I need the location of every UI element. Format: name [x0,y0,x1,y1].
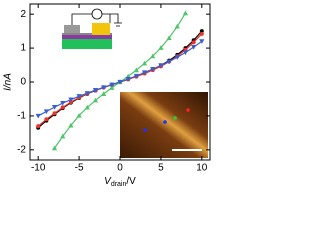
y-tick-label: 2 [20,9,26,20]
point [109,82,115,88]
point [44,117,49,122]
point [182,10,189,16]
point [76,94,82,99]
point [174,23,180,29]
point [125,76,131,82]
schematic [62,8,122,49]
point [109,85,115,90]
point [92,88,99,93]
point [52,111,57,116]
point [158,63,164,68]
point [150,53,156,59]
x-tick-label: -10 [31,163,46,174]
point [150,67,156,72]
y-tick-label: -1 [17,111,26,122]
x-tick-label: -5 [75,163,84,174]
point [174,55,180,60]
point [60,105,65,110]
y-tick-label: 0 [20,77,26,88]
point [35,113,41,119]
point [182,50,189,56]
point [191,44,197,50]
point [36,124,41,129]
afm-image [120,92,208,158]
y-tick-label: 1 [20,43,26,54]
point [117,79,123,85]
point [141,60,148,66]
point [51,145,58,151]
x-tick-label: 5 [158,163,164,174]
point [199,39,205,44]
point [60,133,66,139]
point [68,97,74,103]
point [191,40,196,45]
point [101,85,107,91]
x-label-sub: drain [111,181,127,188]
point [84,91,90,96]
point [84,104,90,110]
plot-area [35,8,208,158]
x-tick-label: 0 [117,163,123,174]
point [141,70,148,76]
point [133,67,139,73]
point [92,97,99,103]
point [101,91,107,96]
x-axis-label: Vdrain/V [104,176,136,188]
point [166,35,172,40]
point [51,105,58,110]
x-label-unit: /V [126,176,136,187]
y-axis-label: I/nA [3,73,14,91]
point [199,31,204,36]
point [43,109,49,115]
point [158,45,164,50]
point [133,73,139,79]
point [76,112,82,118]
x-tick-label: 10 [196,163,208,174]
x-label-var: V [104,176,112,187]
point [166,59,172,65]
point [60,100,66,106]
point [68,122,74,128]
y-tick-label: -2 [17,144,26,155]
